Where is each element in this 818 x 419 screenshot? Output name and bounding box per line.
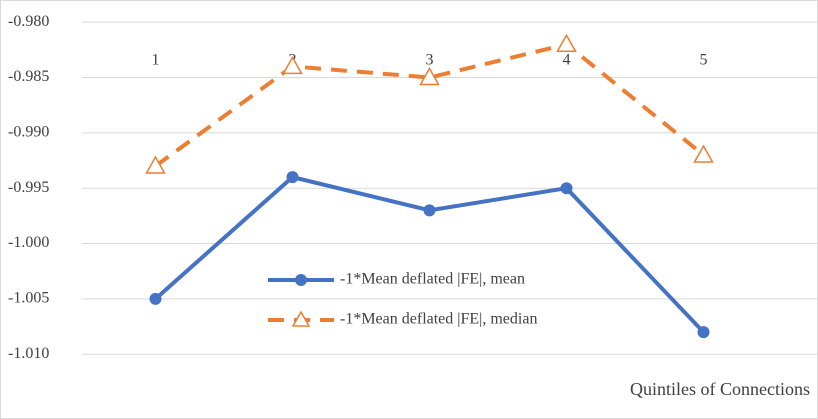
point	[560, 182, 573, 195]
point	[556, 33, 577, 53]
y-tick-label: -0.995	[8, 179, 49, 196]
y-tick-label: -0.990	[8, 124, 49, 141]
x-tick-label: 4	[563, 52, 571, 69]
point	[282, 55, 303, 75]
legend-marker	[295, 274, 307, 286]
x-tick-label: 1	[152, 52, 160, 69]
point	[149, 292, 162, 305]
x-tick-label: 3	[426, 52, 434, 69]
point	[697, 326, 710, 339]
point	[286, 171, 299, 184]
y-tick-label: -1.010	[8, 345, 49, 362]
point	[423, 204, 436, 217]
point	[145, 155, 166, 174]
series-line	[154, 42, 705, 168]
legend-marker	[291, 310, 311, 327]
y-tick-label: -0.980	[8, 13, 49, 30]
legend-label: -1*Mean deflated |FE|, median	[340, 311, 537, 328]
y-tick-label: -0.985	[8, 68, 49, 85]
x-tick-label: 5	[700, 52, 708, 69]
y-tick-label: -1.005	[8, 290, 49, 307]
point	[693, 144, 714, 163]
x-axis-title: Quintiles of Connections	[630, 379, 810, 399]
point	[419, 66, 440, 86]
y-tick-label: -1.000	[8, 234, 49, 251]
legend-label: -1*Mean deflated |FE|, mean	[340, 271, 525, 288]
